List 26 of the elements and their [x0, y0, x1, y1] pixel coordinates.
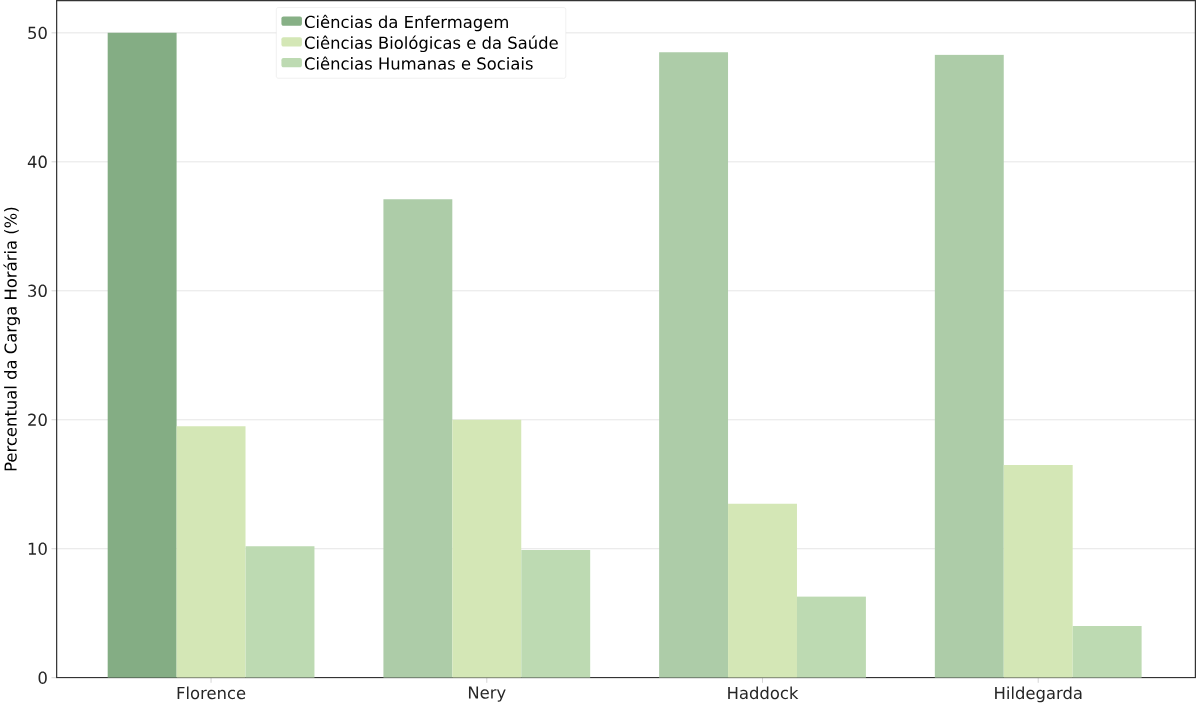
- bar: [245, 546, 315, 678]
- y-tick-label: 20: [28, 413, 47, 427]
- y-tick-label: 50: [28, 26, 47, 40]
- bar: [107, 32, 177, 678]
- bar: [452, 419, 522, 678]
- x-tick-label: Haddock: [728, 686, 799, 700]
- bar: [1003, 465, 1073, 678]
- legend-label: Ciências Biológicas e da Saúde: [304, 35, 558, 53]
- bar: [796, 596, 866, 678]
- y-axis-title: Percentual da Carga Horária (%): [3, 207, 20, 471]
- y-tick-label: 10: [28, 542, 47, 556]
- y-tick-label: 30: [28, 284, 47, 298]
- legend-label: Ciências Humanas e Sociais: [304, 56, 533, 70]
- x-tick-label: Florence: [177, 686, 246, 700]
- bar: [659, 52, 729, 678]
- x-tick-label: Hildegarda: [995, 686, 1082, 703]
- bar: [934, 54, 1004, 678]
- legend-label: Ciências da Enfermagem: [304, 14, 508, 32]
- bar: [521, 550, 591, 678]
- bar: [383, 199, 453, 678]
- bar: [176, 426, 246, 678]
- y-tick-label: 40: [27, 155, 47, 169]
- y-tick-label: 0: [38, 671, 47, 685]
- bar: [1072, 626, 1142, 678]
- x-tick-label: Nery: [468, 686, 506, 702]
- bar: [728, 503, 797, 678]
